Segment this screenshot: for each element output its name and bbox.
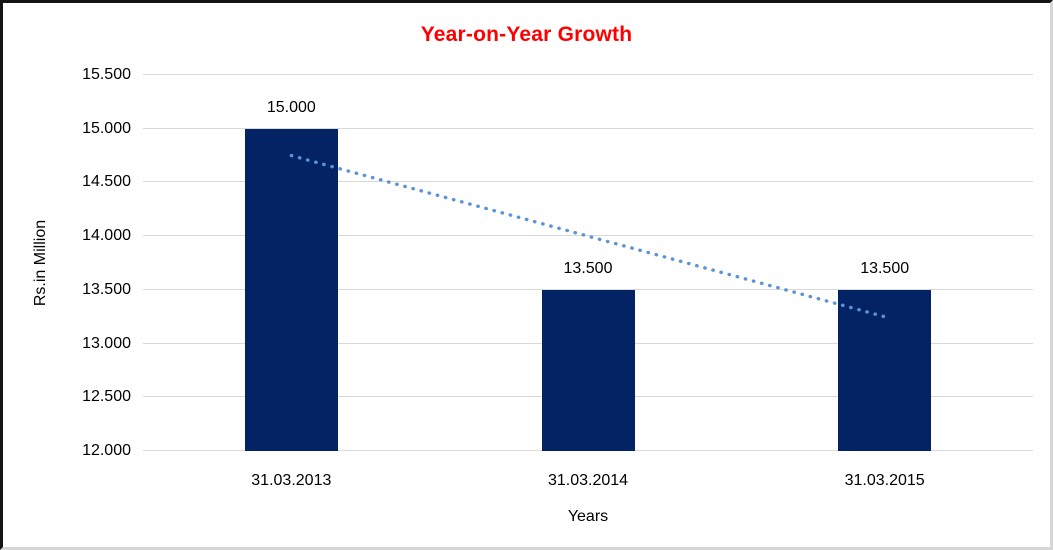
bar-data-label: 13.500: [860, 259, 910, 277]
y-tick-label: 14.500: [82, 173, 131, 191]
trendline-path: [289, 153, 887, 319]
plot-area: 15.000 13.500 13.500: [143, 74, 1033, 451]
chart-title: Year-on-Year Growth: [420, 23, 633, 46]
bar-data-label: 15.000: [266, 98, 316, 116]
gridline: [143, 288, 1033, 290]
y-tick-label: 15.000: [82, 119, 131, 137]
y-tick-label: 12.500: [82, 388, 131, 406]
y-tick-label: 12.000: [82, 442, 131, 459]
bar-data-label: 13.500: [563, 259, 613, 277]
bar-31.03.2014: [541, 289, 635, 451]
y-tick-label: 13.000: [82, 334, 131, 352]
bar-31.03.2013: [244, 128, 338, 451]
y-tick-label: 15.500: [82, 66, 131, 83]
trendline: [289, 153, 887, 319]
x-tick-label: 31.03.2014: [547, 472, 629, 489]
x-tick-label: 31.03.2015: [844, 472, 925, 489]
gridline: [143, 74, 1033, 75]
gridline: [143, 181, 1033, 183]
x-axis-title: Years: [567, 508, 609, 525]
gridline: [143, 127, 1033, 129]
y-tick-label: 13.500: [82, 280, 131, 298]
x-tick-label: 31.03.2013: [251, 472, 332, 489]
y-tick-label: 14.000: [82, 227, 131, 245]
gridline: [143, 235, 1033, 237]
